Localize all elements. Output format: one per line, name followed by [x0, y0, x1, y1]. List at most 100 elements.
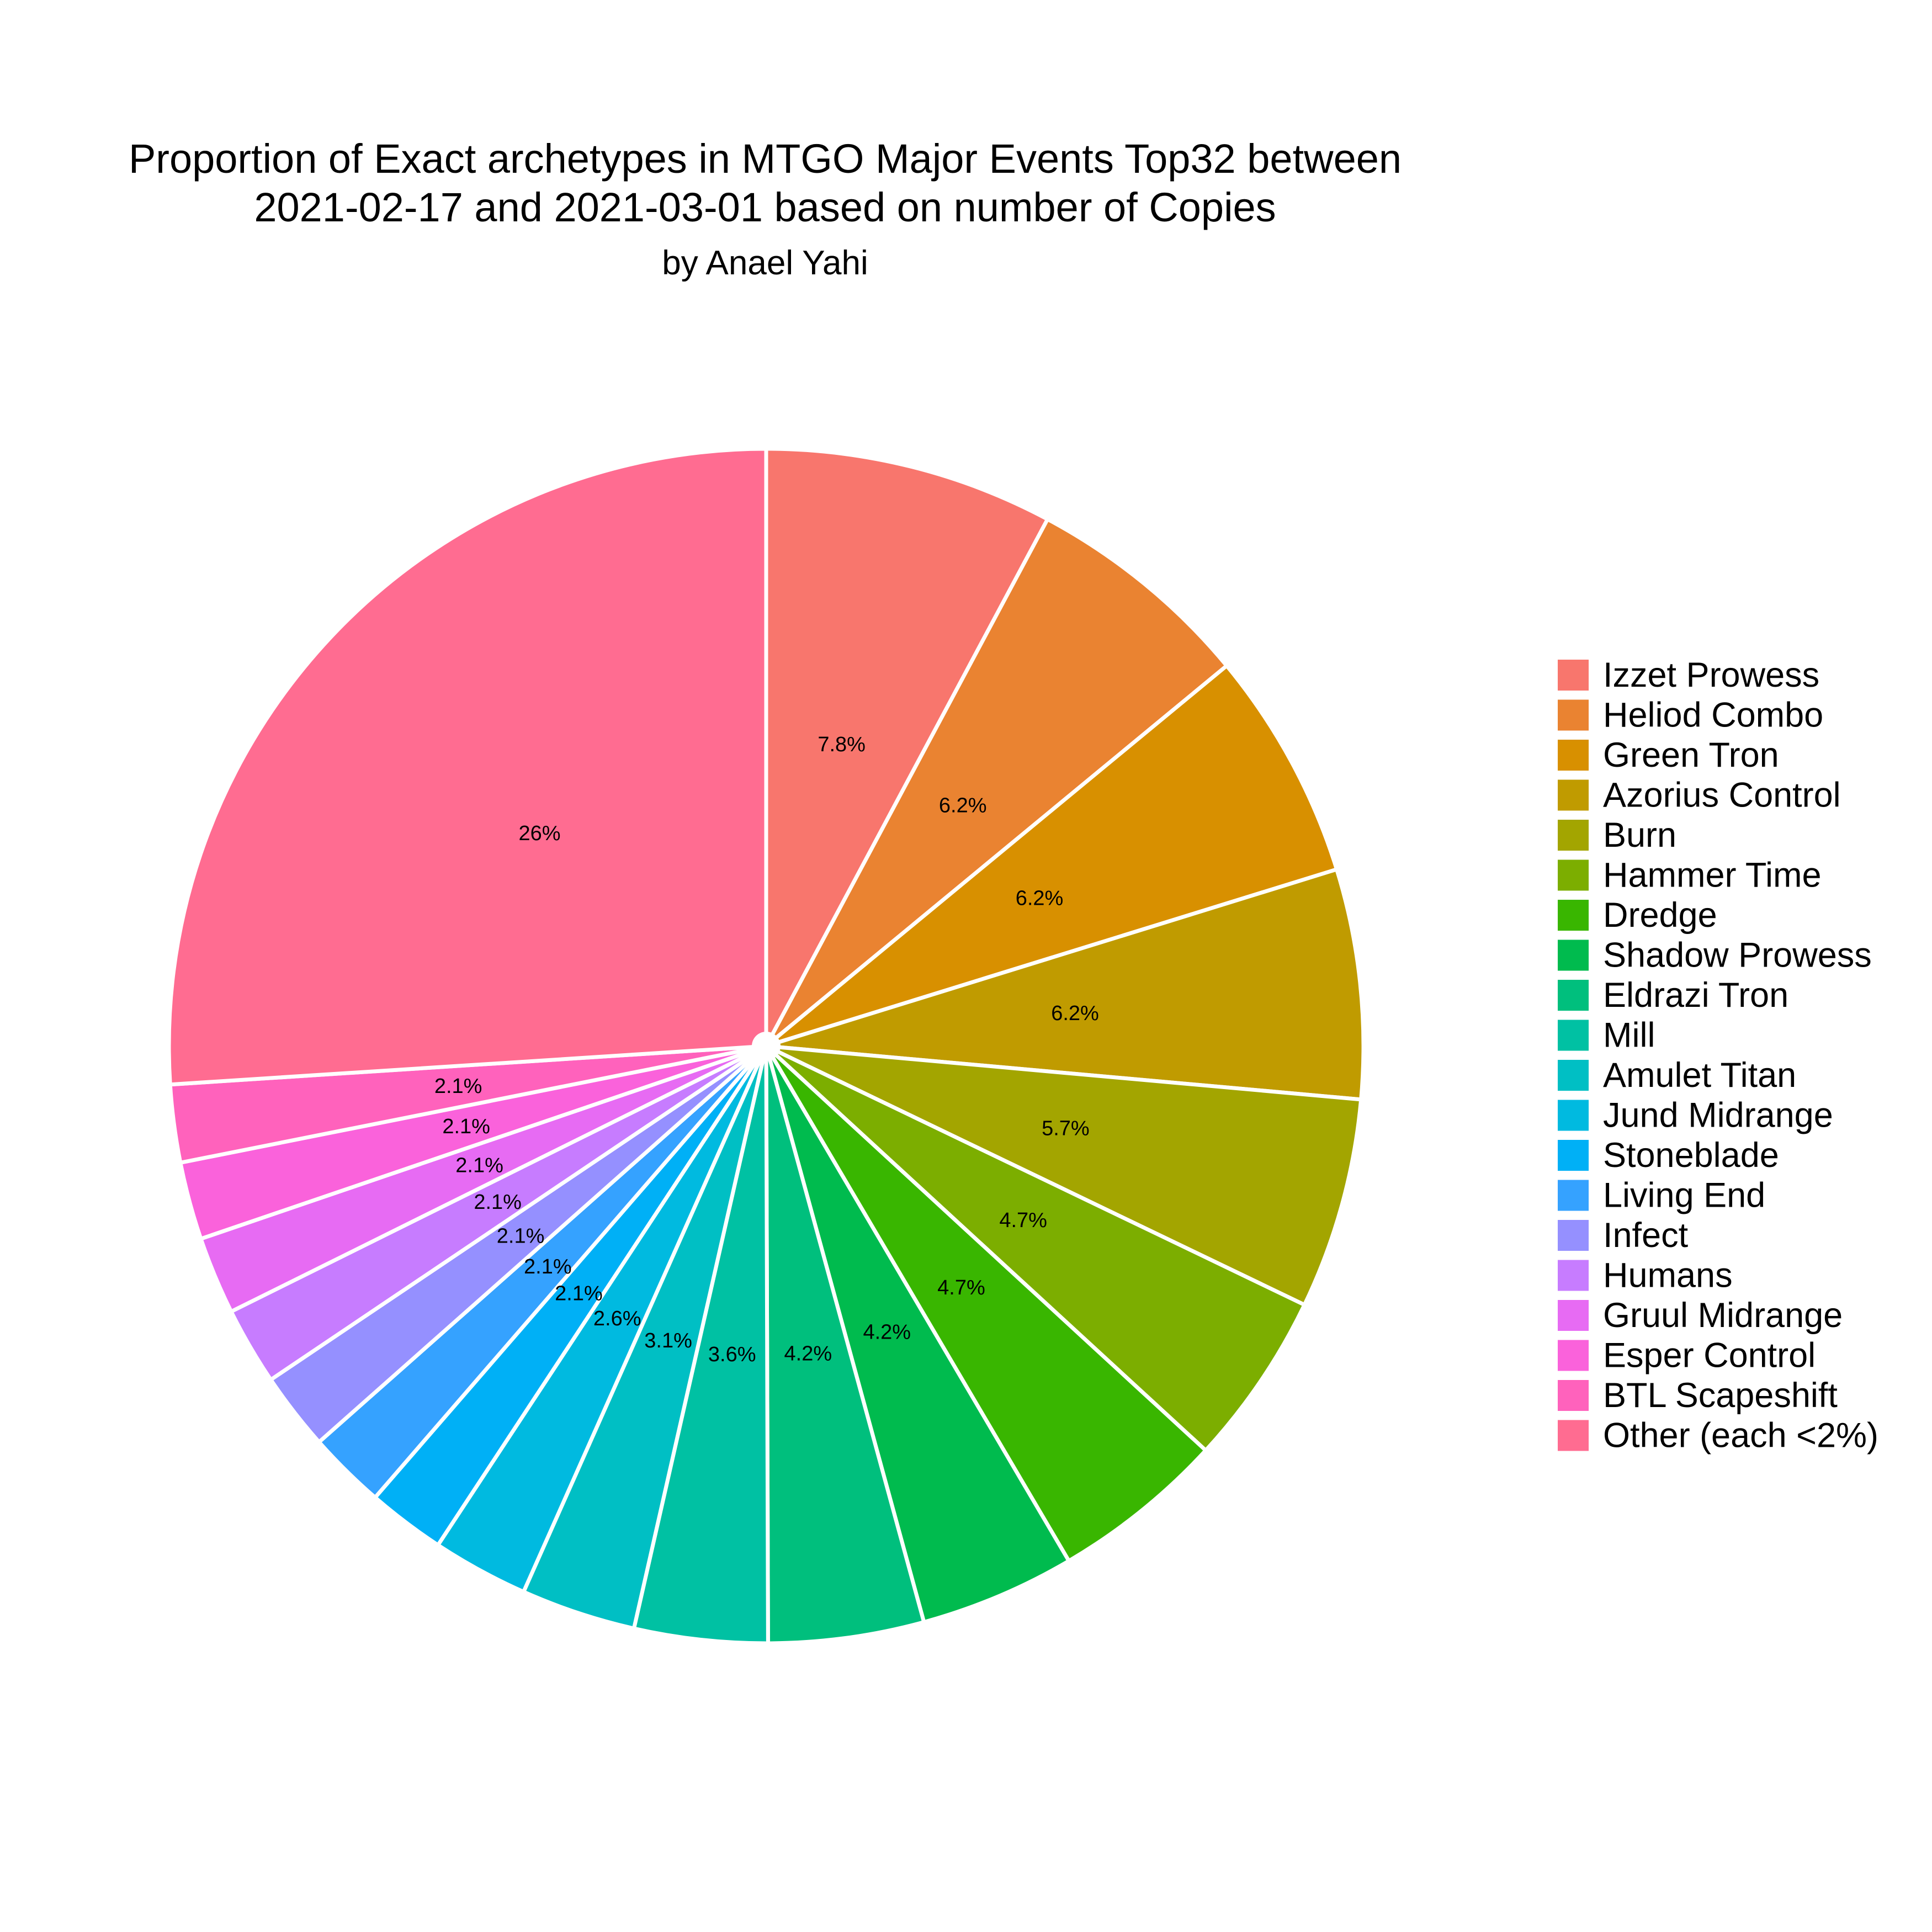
legend-label: Eldrazi Tron [1603, 976, 1788, 1015]
slice-value-label: 2.1% [555, 1282, 603, 1305]
slice-value-label: 6.2% [1016, 887, 1064, 910]
slice-value-label: 4.2% [863, 1320, 911, 1344]
legend-swatch [1558, 1420, 1589, 1451]
legend-swatch [1558, 1060, 1589, 1091]
pie-slice-green-tron [764, 664, 1339, 1048]
pie-slices [167, 447, 1366, 1646]
legend-item: BTL Scapeshift [1558, 1376, 1838, 1415]
pie-slice-other-each-2 [167, 447, 768, 1087]
slice-value-label: 2.1% [474, 1191, 522, 1214]
legend-item: Living End [1558, 1176, 1765, 1215]
slice-value-label: 5.7% [1042, 1117, 1090, 1140]
legend-item: Shadow Prowess [1558, 936, 1872, 975]
legend-label: Living End [1603, 1176, 1765, 1215]
pie-slice-izzet-prowess [764, 447, 1050, 1048]
legend-swatch [1558, 1140, 1589, 1171]
slice-value-label: 2.1% [497, 1224, 545, 1248]
chart-subtitle: by Anael Yahi [662, 244, 868, 282]
legend-swatch [1558, 1380, 1589, 1411]
slice-value-label: 3.6% [708, 1343, 756, 1366]
legend-swatch [1558, 779, 1589, 811]
legend-swatch [1558, 859, 1589, 891]
legend-swatch [1558, 1180, 1589, 1211]
pie-slice-eldrazi-tron [764, 1044, 926, 1646]
pie-slice-labels: 7.8% 6.2% 6.2% 6.2% 5.7% 4.7% 4.7% 4.2% 4.2% 3.6%… [434, 733, 1099, 1366]
legend-swatch [1558, 660, 1589, 691]
legend-item: Jund Midrange [1558, 1096, 1833, 1135]
chart-title-line-1: Proportion of Exact archetypes in MTGO M… [129, 136, 1402, 182]
legend-item: Humans [1558, 1256, 1733, 1295]
legend-label: Izzet Prowess [1603, 656, 1819, 694]
slice-value-label: 2.1% [434, 1075, 482, 1098]
slice-value-label: 4.7% [937, 1276, 985, 1299]
legend-label: Amulet Titan [1603, 1056, 1796, 1095]
pie-slice-heliod-combo [764, 517, 1229, 1048]
legend-item: Infect [1558, 1216, 1689, 1255]
legend-label: Heliod Combo [1603, 696, 1823, 735]
slice-value-label: 2.6% [593, 1307, 641, 1330]
chart-title-group: Proportion of Exact archetypes in MTGO M… [129, 136, 1402, 282]
slice-value-label: 4.2% [784, 1342, 832, 1366]
legend-swatch [1558, 699, 1589, 731]
slice-value-label: 4.7% [999, 1209, 1047, 1232]
legend-item: Dredge [1558, 896, 1717, 935]
legend-swatch [1558, 1020, 1589, 1051]
pie-center-cap [752, 1032, 781, 1060]
legend-label: Gruul Midrange [1603, 1296, 1843, 1335]
legend-label: Jund Midrange [1603, 1096, 1833, 1135]
slice-value-label: 2.1% [455, 1154, 503, 1177]
slice-value-label: 7.8% [818, 733, 866, 756]
legend-item: Esper Control [1558, 1336, 1816, 1375]
chart-title-line-2: 2021-02-17 and 2021-03-01 based on numbe… [254, 184, 1276, 230]
slice-value-label: 26% [519, 822, 561, 845]
pie-slice-mill [631, 1044, 770, 1646]
pie-slice-shadow-prowess [764, 1044, 1071, 1625]
legend-swatch [1558, 940, 1589, 971]
legend-label: Humans [1603, 1256, 1733, 1295]
slice-value-label: 2.1% [442, 1115, 490, 1138]
legend-label: Green Tron [1603, 736, 1779, 774]
legend-item: Azorius Control [1558, 776, 1841, 815]
legend-label: Shadow Prowess [1603, 936, 1872, 975]
legend-item: Green Tron [1558, 736, 1779, 774]
legend-item: Burn [1558, 816, 1676, 854]
legend-label: Burn [1603, 816, 1676, 854]
legend-swatch [1558, 900, 1589, 931]
legend-label: Esper Control [1603, 1336, 1816, 1375]
legend-label: BTL Scapeshift [1603, 1376, 1838, 1415]
legend-item: Izzet Prowess [1558, 656, 1819, 694]
pie-slice-azorius-control [764, 867, 1366, 1102]
slice-value-label: 6.2% [1051, 1002, 1099, 1025]
legend-swatch [1558, 1260, 1589, 1291]
legend-label: Infect [1603, 1216, 1689, 1255]
pie-slice-dredge [764, 1044, 1208, 1563]
legend-swatch [1558, 1340, 1589, 1371]
legend-swatch [1558, 820, 1589, 851]
legend-item: Hammer Time [1558, 856, 1822, 895]
legend-label: Hammer Time [1603, 856, 1822, 895]
legend-item: Mill [1558, 1016, 1655, 1055]
legend-item: Gruul Midrange [1558, 1296, 1843, 1335]
legend-swatch [1558, 740, 1589, 771]
pie-slice-burn [764, 1044, 1363, 1307]
legend-item: Amulet Titan [1558, 1056, 1796, 1095]
pie-slice-hammer-time [764, 1044, 1307, 1453]
legend-item: Other (each <2%) [1558, 1416, 1878, 1455]
legend-label: Mill [1603, 1016, 1655, 1055]
legend-label: Other (each <2%) [1603, 1416, 1878, 1455]
legend-item: Eldrazi Tron [1558, 976, 1788, 1015]
legend-item: Heliod Combo [1558, 696, 1823, 735]
legend-swatch [1558, 1220, 1589, 1251]
legend-label: Stoneblade [1603, 1136, 1779, 1175]
legend-item: Stoneblade [1558, 1136, 1779, 1175]
slice-value-label: 2.1% [524, 1255, 572, 1278]
slice-value-label: 3.1% [644, 1329, 692, 1352]
legend-swatch [1558, 1300, 1589, 1331]
legend-swatch [1558, 1100, 1589, 1131]
slice-value-label: 6.2% [939, 794, 987, 817]
legend-label: Azorius Control [1603, 776, 1841, 815]
legend-label: Dredge [1603, 896, 1717, 935]
legend-swatch [1558, 980, 1589, 1011]
